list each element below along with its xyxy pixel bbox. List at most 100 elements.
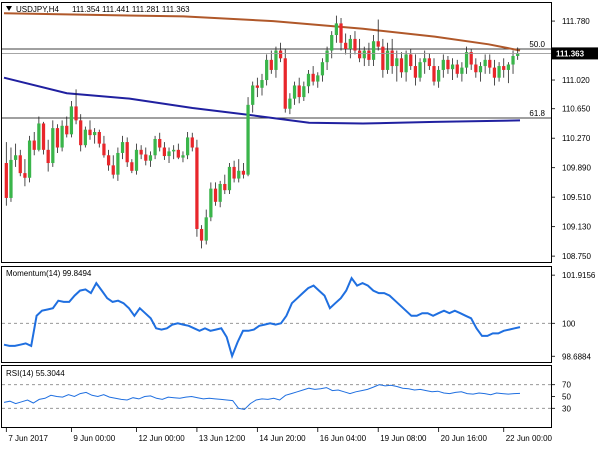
candle-body bbox=[423, 58, 427, 63]
price-y-tick-label: 111.020 bbox=[562, 76, 590, 85]
moving-average-line bbox=[3, 12, 521, 52]
candle-body bbox=[13, 155, 18, 160]
candle-body bbox=[330, 35, 334, 51]
price-ohlc-readout: 111.354 111.441 111.281 111.363 bbox=[72, 5, 190, 14]
candle-body bbox=[227, 166, 232, 191]
candle-body bbox=[41, 123, 46, 150]
rsi-y-tick-label: 70 bbox=[562, 381, 571, 390]
x-axis-tick-label: 13 Jun 12:00 bbox=[199, 434, 246, 443]
candle-body bbox=[353, 38, 357, 51]
x-axis-tick-label: 16 Jun 04:00 bbox=[320, 434, 367, 443]
candle-body bbox=[502, 66, 506, 70]
candle-body bbox=[390, 50, 394, 67]
momentum-panel-frame bbox=[1, 266, 552, 363]
candle-body bbox=[93, 132, 97, 136]
momentum-y-tick-label: 100 bbox=[562, 319, 576, 328]
rsi-panel-frame bbox=[1, 365, 552, 428]
candle-body bbox=[492, 67, 497, 78]
candle-body bbox=[190, 137, 194, 148]
candle-body bbox=[46, 149, 50, 164]
candle-body bbox=[204, 217, 208, 241]
rsi-title: RSI(14) 55.3044 bbox=[6, 369, 65, 378]
moving-average-line bbox=[3, 76, 521, 125]
x-axis-tick-label: 9 Jun 00:00 bbox=[73, 434, 115, 443]
candle-body bbox=[83, 129, 87, 146]
candle-body bbox=[195, 147, 199, 229]
candle-body bbox=[325, 50, 329, 63]
candle-body bbox=[311, 73, 315, 82]
price-y-tick-label: 110.270 bbox=[562, 134, 591, 143]
candle-body bbox=[88, 129, 92, 136]
candle-body bbox=[69, 106, 74, 135]
candle-body bbox=[274, 50, 278, 70]
candle-body bbox=[497, 66, 501, 78]
candle-body bbox=[288, 98, 292, 109]
candle-body bbox=[265, 59, 269, 81]
candle-body bbox=[37, 123, 41, 150]
x-axis-tick-label: 12 Jun 00:00 bbox=[138, 434, 185, 443]
candle-body bbox=[237, 170, 241, 179]
candle-body bbox=[18, 155, 22, 174]
candle-body bbox=[167, 151, 171, 157]
momentum-y-tick-label: 98.6884 bbox=[562, 352, 591, 361]
candle-body bbox=[464, 52, 469, 68]
candle-body bbox=[427, 58, 431, 67]
momentum-y-tick-label: 101.9156 bbox=[562, 271, 596, 280]
candle-body bbox=[60, 125, 64, 148]
candle-body bbox=[148, 155, 153, 161]
candle-body bbox=[278, 50, 283, 59]
candle-body bbox=[344, 42, 348, 49]
candle-body bbox=[185, 137, 190, 156]
price-y-tick-label: 111.780 bbox=[562, 17, 590, 26]
fib-level-label: 61.8 bbox=[529, 109, 545, 118]
candle-body bbox=[404, 54, 408, 73]
candle-body bbox=[162, 147, 167, 157]
momentum-line bbox=[3, 276, 521, 360]
candle-body bbox=[181, 155, 185, 158]
candle-body bbox=[176, 149, 180, 158]
candle-body bbox=[125, 142, 129, 163]
price-y-tick-label: 108.750 bbox=[562, 252, 591, 261]
rsi-layer bbox=[2, 384, 551, 411]
candle-body bbox=[316, 75, 320, 82]
candle-body bbox=[385, 50, 390, 70]
candle-body bbox=[223, 183, 227, 191]
candle-body bbox=[65, 125, 69, 135]
candle-body bbox=[32, 140, 36, 150]
candle-body bbox=[413, 66, 418, 78]
candle-body bbox=[432, 66, 436, 82]
candle-body bbox=[516, 53, 520, 56]
candle-body bbox=[153, 138, 157, 156]
price-y-tick-label: 109.890 bbox=[562, 164, 591, 173]
title-triangle-icon bbox=[6, 6, 12, 11]
candle-body bbox=[488, 59, 492, 68]
x-axis-tick-label: 20 Jun 16:00 bbox=[441, 434, 488, 443]
candle-body bbox=[320, 62, 325, 76]
candle-body bbox=[241, 170, 246, 175]
candle-body bbox=[255, 85, 259, 88]
candle-body bbox=[139, 149, 143, 155]
candle-body bbox=[371, 41, 376, 60]
candle-body bbox=[474, 64, 478, 73]
candle-body bbox=[460, 67, 464, 74]
candle-body bbox=[172, 149, 176, 152]
x-axis-tick-label: 22 Jun 00:00 bbox=[506, 434, 553, 443]
candle-body bbox=[27, 140, 32, 178]
candle-body bbox=[478, 66, 483, 73]
candle-body bbox=[251, 85, 255, 105]
momentum-layer bbox=[2, 276, 551, 360]
candle-body bbox=[209, 188, 213, 218]
candle-body bbox=[269, 59, 273, 70]
candle-body bbox=[120, 142, 125, 153]
candle-body bbox=[74, 106, 78, 121]
candle-body bbox=[348, 38, 352, 49]
candle-body bbox=[362, 50, 366, 59]
momentum-title: Momentum(14) 99.8494 bbox=[6, 269, 92, 278]
candle-body bbox=[334, 23, 339, 36]
price-y-tick-label: 109.510 bbox=[562, 193, 591, 202]
candle-body bbox=[79, 120, 83, 146]
candle-body bbox=[483, 59, 487, 67]
candle-body bbox=[455, 64, 459, 74]
